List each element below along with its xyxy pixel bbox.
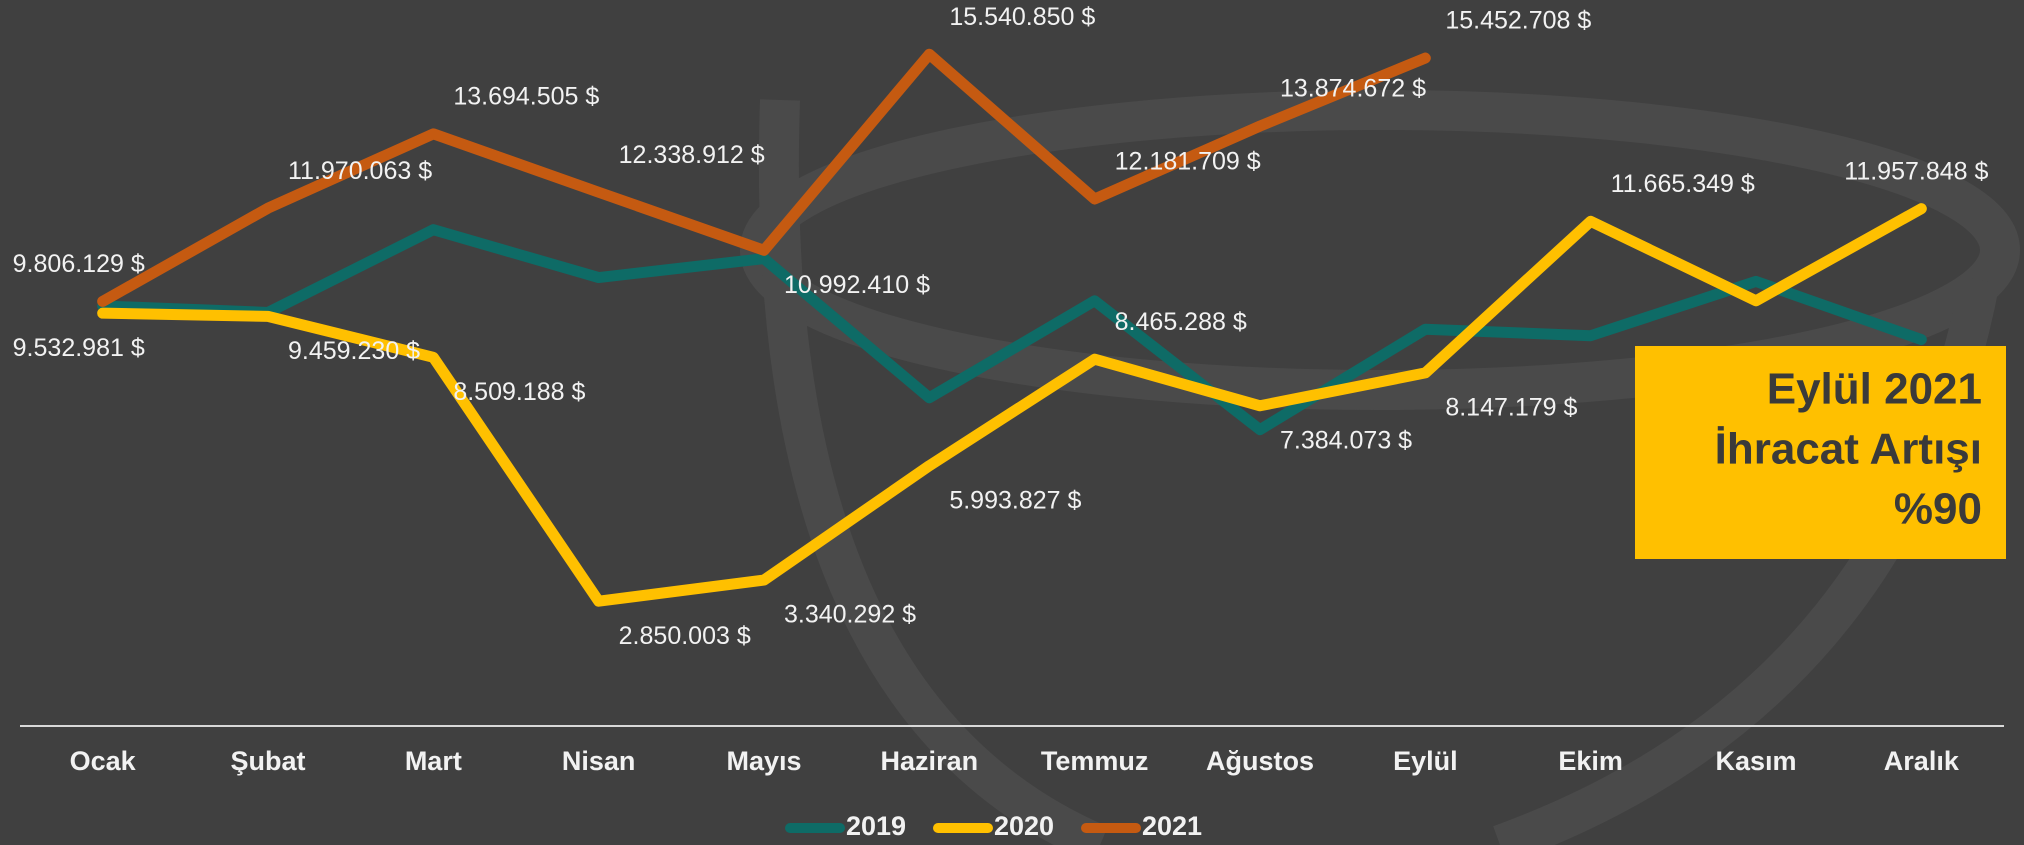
legend-label: 2021 [1142, 811, 1202, 841]
legend-label: 2020 [994, 811, 1054, 841]
data-label: 9.459.230 $ [288, 337, 420, 365]
data-label: 7.384.073 $ [1280, 426, 1412, 454]
data-label: 12.338.912 $ [619, 141, 765, 169]
series-line [97, 48, 1431, 307]
series-line [97, 203, 1927, 607]
data-label: 3.340.292 $ [784, 601, 916, 629]
legend-label: 2019 [846, 811, 906, 841]
data-label: 9.806.129 $ [13, 250, 145, 278]
x-tick-label: Mart [405, 746, 462, 776]
data-label: 2.850.003 $ [619, 622, 751, 650]
data-label: 12.181.709 $ [1115, 148, 1261, 176]
x-tick-label: Ocak [70, 746, 137, 776]
x-tick-label: Kasım [1715, 746, 1796, 776]
data-label: 11.957.848 $ [1844, 157, 1988, 185]
data-label: 8.147.179 $ [1445, 394, 1577, 422]
x-tick-label: Ekim [1558, 746, 1623, 776]
x-tick-label: Mayıs [726, 746, 801, 776]
annotation-text: Eylül 2021 [1767, 365, 1982, 414]
data-label: 5.993.827 $ [949, 486, 1081, 514]
data-label: 8.465.288 $ [1115, 308, 1247, 336]
annotation-text: %90 [1894, 485, 1982, 534]
x-tick-label: Ağustos [1206, 746, 1314, 776]
series-line [97, 224, 1927, 436]
data-label: 13.694.505 $ [453, 82, 599, 110]
x-tick-label: Eylül [1393, 746, 1458, 776]
data-label: 8.509.188 $ [453, 378, 585, 406]
x-tick-label: Aralık [1884, 746, 1960, 776]
data-label: 15.540.850 $ [949, 3, 1095, 31]
annotation-box [1635, 346, 2006, 559]
data-label: 13.874.672 $ [1280, 75, 1426, 103]
data-label: 10.992.410 $ [784, 271, 930, 299]
x-tick-label: Haziran [881, 746, 979, 776]
annotation-text: İhracat Artışı [1715, 425, 1982, 474]
data-label: 15.452.708 $ [1445, 7, 1591, 35]
data-label: 9.532.981 $ [13, 334, 145, 362]
x-tick-label: Temmuz [1041, 746, 1149, 776]
data-label: 11.970.063 $ [288, 157, 432, 185]
x-tick-label: Nisan [562, 746, 636, 776]
x-tick-label: Şubat [230, 746, 305, 776]
data-label: 11.665.349 $ [1611, 170, 1755, 198]
